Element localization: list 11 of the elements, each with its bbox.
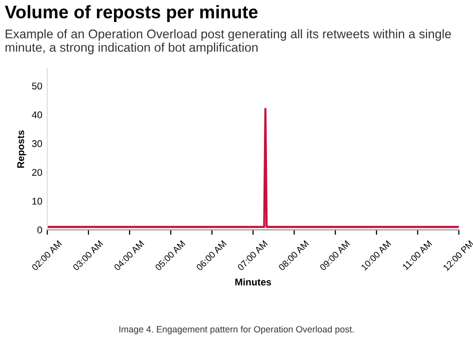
- chart-title: Volume of reposts per minute: [4, 5, 258, 22]
- y-axis-title: Reposts: [17, 130, 26, 168]
- text: Image 4. Engagement pattern for Operation Overload post.: [119, 326, 354, 334]
- y-tick-label: 20: [32, 168, 42, 176]
- chart-subtitle: Example of an Operation Overload post generating all its retweets within a single minute, a strong indication of bot amplification: [6, 29, 451, 54]
- y-tick-label: 50: [32, 82, 42, 90]
- y-tick-label: 10: [32, 198, 42, 205]
- x-axis-title: Minutes: [235, 278, 272, 286]
- y-tick-label: 30: [32, 140, 42, 148]
- y-tick-label: 0: [37, 226, 42, 234]
- y-tick-label: 40: [32, 111, 42, 118]
